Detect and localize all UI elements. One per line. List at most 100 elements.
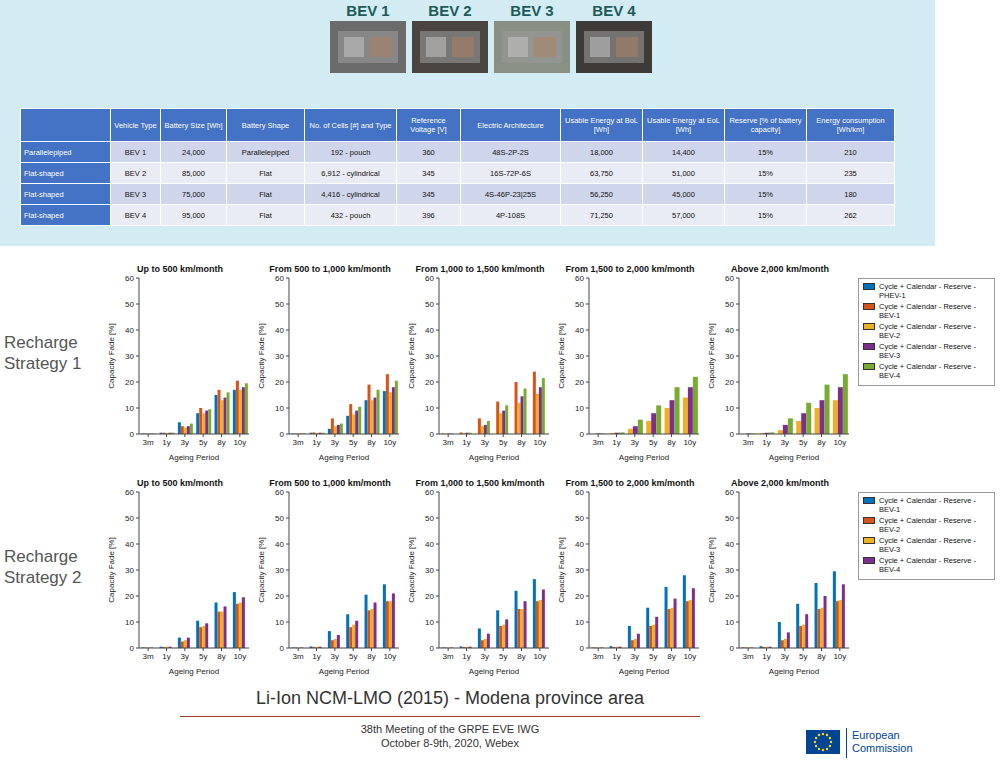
svg-text:3y: 3y xyxy=(631,438,639,447)
svg-text:3y: 3y xyxy=(781,438,789,447)
svg-text:3m: 3m xyxy=(293,652,304,661)
svg-text:5y: 5y xyxy=(649,652,657,661)
svg-text:20: 20 xyxy=(275,592,284,601)
svg-text:Capacity Fade [%]: Capacity Fade [%] xyxy=(107,537,116,602)
svg-text:8y: 8y xyxy=(517,652,525,661)
svg-text:3m: 3m xyxy=(443,438,454,447)
svg-text:50: 50 xyxy=(125,514,134,523)
svg-text:1y: 1y xyxy=(162,438,170,447)
svg-text:1y: 1y xyxy=(612,438,620,447)
svg-text:8y: 8y xyxy=(367,438,375,447)
svg-text:10y: 10y xyxy=(233,438,246,447)
svg-text:10y: 10y xyxy=(833,652,846,661)
svg-text:0: 0 xyxy=(430,430,435,439)
svg-text:3y: 3y xyxy=(481,438,489,447)
svg-text:Capacity Fade [%]: Capacity Fade [%] xyxy=(407,537,416,602)
svg-text:Ageing Period: Ageing Period xyxy=(169,667,219,676)
svg-text:0: 0 xyxy=(280,644,285,653)
svg-text:Ageing Period: Ageing Period xyxy=(619,667,669,676)
svg-text:60: 60 xyxy=(575,488,584,497)
svg-text:Capacity Fade [%]: Capacity Fade [%] xyxy=(257,323,266,388)
svg-text:5y: 5y xyxy=(349,438,357,447)
svg-text:20: 20 xyxy=(575,378,584,387)
svg-text:60: 60 xyxy=(725,274,734,283)
svg-text:3m: 3m xyxy=(143,438,154,447)
svg-text:Ageing Period: Ageing Period xyxy=(769,667,819,676)
svg-text:10y: 10y xyxy=(683,438,696,447)
svg-text:8y: 8y xyxy=(517,438,525,447)
svg-text:Ageing Period: Ageing Period xyxy=(319,453,369,462)
svg-text:0: 0 xyxy=(580,644,585,653)
svg-text:1y: 1y xyxy=(462,438,470,447)
svg-text:20: 20 xyxy=(275,378,284,387)
svg-text:10: 10 xyxy=(725,618,734,627)
svg-text:Capacity Fade [%]: Capacity Fade [%] xyxy=(407,323,416,388)
svg-text:Capacity Fade [%]: Capacity Fade [%] xyxy=(707,323,716,388)
svg-text:60: 60 xyxy=(275,488,284,497)
svg-text:20: 20 xyxy=(125,592,134,601)
svg-text:60: 60 xyxy=(125,488,134,497)
svg-text:50: 50 xyxy=(575,300,584,309)
svg-text:20: 20 xyxy=(725,378,734,387)
svg-text:40: 40 xyxy=(575,326,584,335)
svg-text:1y: 1y xyxy=(762,652,770,661)
svg-text:30: 30 xyxy=(725,566,734,575)
svg-text:5y: 5y xyxy=(649,438,657,447)
svg-text:0: 0 xyxy=(580,430,585,439)
svg-text:10: 10 xyxy=(575,404,584,413)
svg-text:10: 10 xyxy=(275,404,284,413)
svg-text:60: 60 xyxy=(125,274,134,283)
svg-text:60: 60 xyxy=(425,274,434,283)
svg-text:10: 10 xyxy=(125,618,134,627)
svg-text:3y: 3y xyxy=(181,438,189,447)
svg-text:10y: 10y xyxy=(233,652,246,661)
svg-text:10y: 10y xyxy=(533,438,546,447)
svg-text:0: 0 xyxy=(730,644,735,653)
svg-text:40: 40 xyxy=(275,540,284,549)
svg-text:3y: 3y xyxy=(331,652,339,661)
svg-text:5y: 5y xyxy=(349,652,357,661)
svg-text:0: 0 xyxy=(430,644,435,653)
svg-text:Ageing Period: Ageing Period xyxy=(619,453,669,462)
svg-text:10y: 10y xyxy=(533,652,546,661)
svg-text:40: 40 xyxy=(425,326,434,335)
svg-text:8y: 8y xyxy=(667,438,675,447)
svg-text:Capacity Fade [%]: Capacity Fade [%] xyxy=(557,323,566,388)
svg-text:30: 30 xyxy=(125,352,134,361)
svg-text:20: 20 xyxy=(725,592,734,601)
svg-text:40: 40 xyxy=(575,540,584,549)
svg-text:3m: 3m xyxy=(743,438,754,447)
svg-text:5y: 5y xyxy=(499,652,507,661)
svg-text:20: 20 xyxy=(125,378,134,387)
svg-text:10: 10 xyxy=(425,404,434,413)
svg-text:5y: 5y xyxy=(799,438,807,447)
svg-text:1y: 1y xyxy=(612,652,620,661)
svg-text:10y: 10y xyxy=(833,438,846,447)
svg-text:Ageing Period: Ageing Period xyxy=(469,667,519,676)
svg-text:0: 0 xyxy=(130,644,135,653)
svg-text:20: 20 xyxy=(575,592,584,601)
svg-text:20: 20 xyxy=(425,378,434,387)
svg-text:50: 50 xyxy=(575,514,584,523)
svg-text:Capacity Fade [%]: Capacity Fade [%] xyxy=(557,537,566,602)
svg-text:30: 30 xyxy=(425,352,434,361)
svg-text:1y: 1y xyxy=(312,438,320,447)
svg-text:30: 30 xyxy=(575,566,584,575)
svg-text:8y: 8y xyxy=(817,652,825,661)
svg-text:10y: 10y xyxy=(683,652,696,661)
svg-text:3m: 3m xyxy=(593,652,604,661)
svg-text:30: 30 xyxy=(425,566,434,575)
svg-text:30: 30 xyxy=(275,352,284,361)
svg-text:0: 0 xyxy=(130,430,135,439)
svg-text:3y: 3y xyxy=(781,652,789,661)
svg-text:1y: 1y xyxy=(312,652,320,661)
svg-text:50: 50 xyxy=(275,300,284,309)
svg-text:30: 30 xyxy=(575,352,584,361)
svg-text:50: 50 xyxy=(125,300,134,309)
svg-text:30: 30 xyxy=(725,352,734,361)
svg-text:40: 40 xyxy=(725,326,734,335)
svg-text:8y: 8y xyxy=(817,438,825,447)
svg-text:40: 40 xyxy=(125,540,134,549)
svg-text:Ageing Period: Ageing Period xyxy=(769,453,819,462)
svg-text:1y: 1y xyxy=(162,652,170,661)
